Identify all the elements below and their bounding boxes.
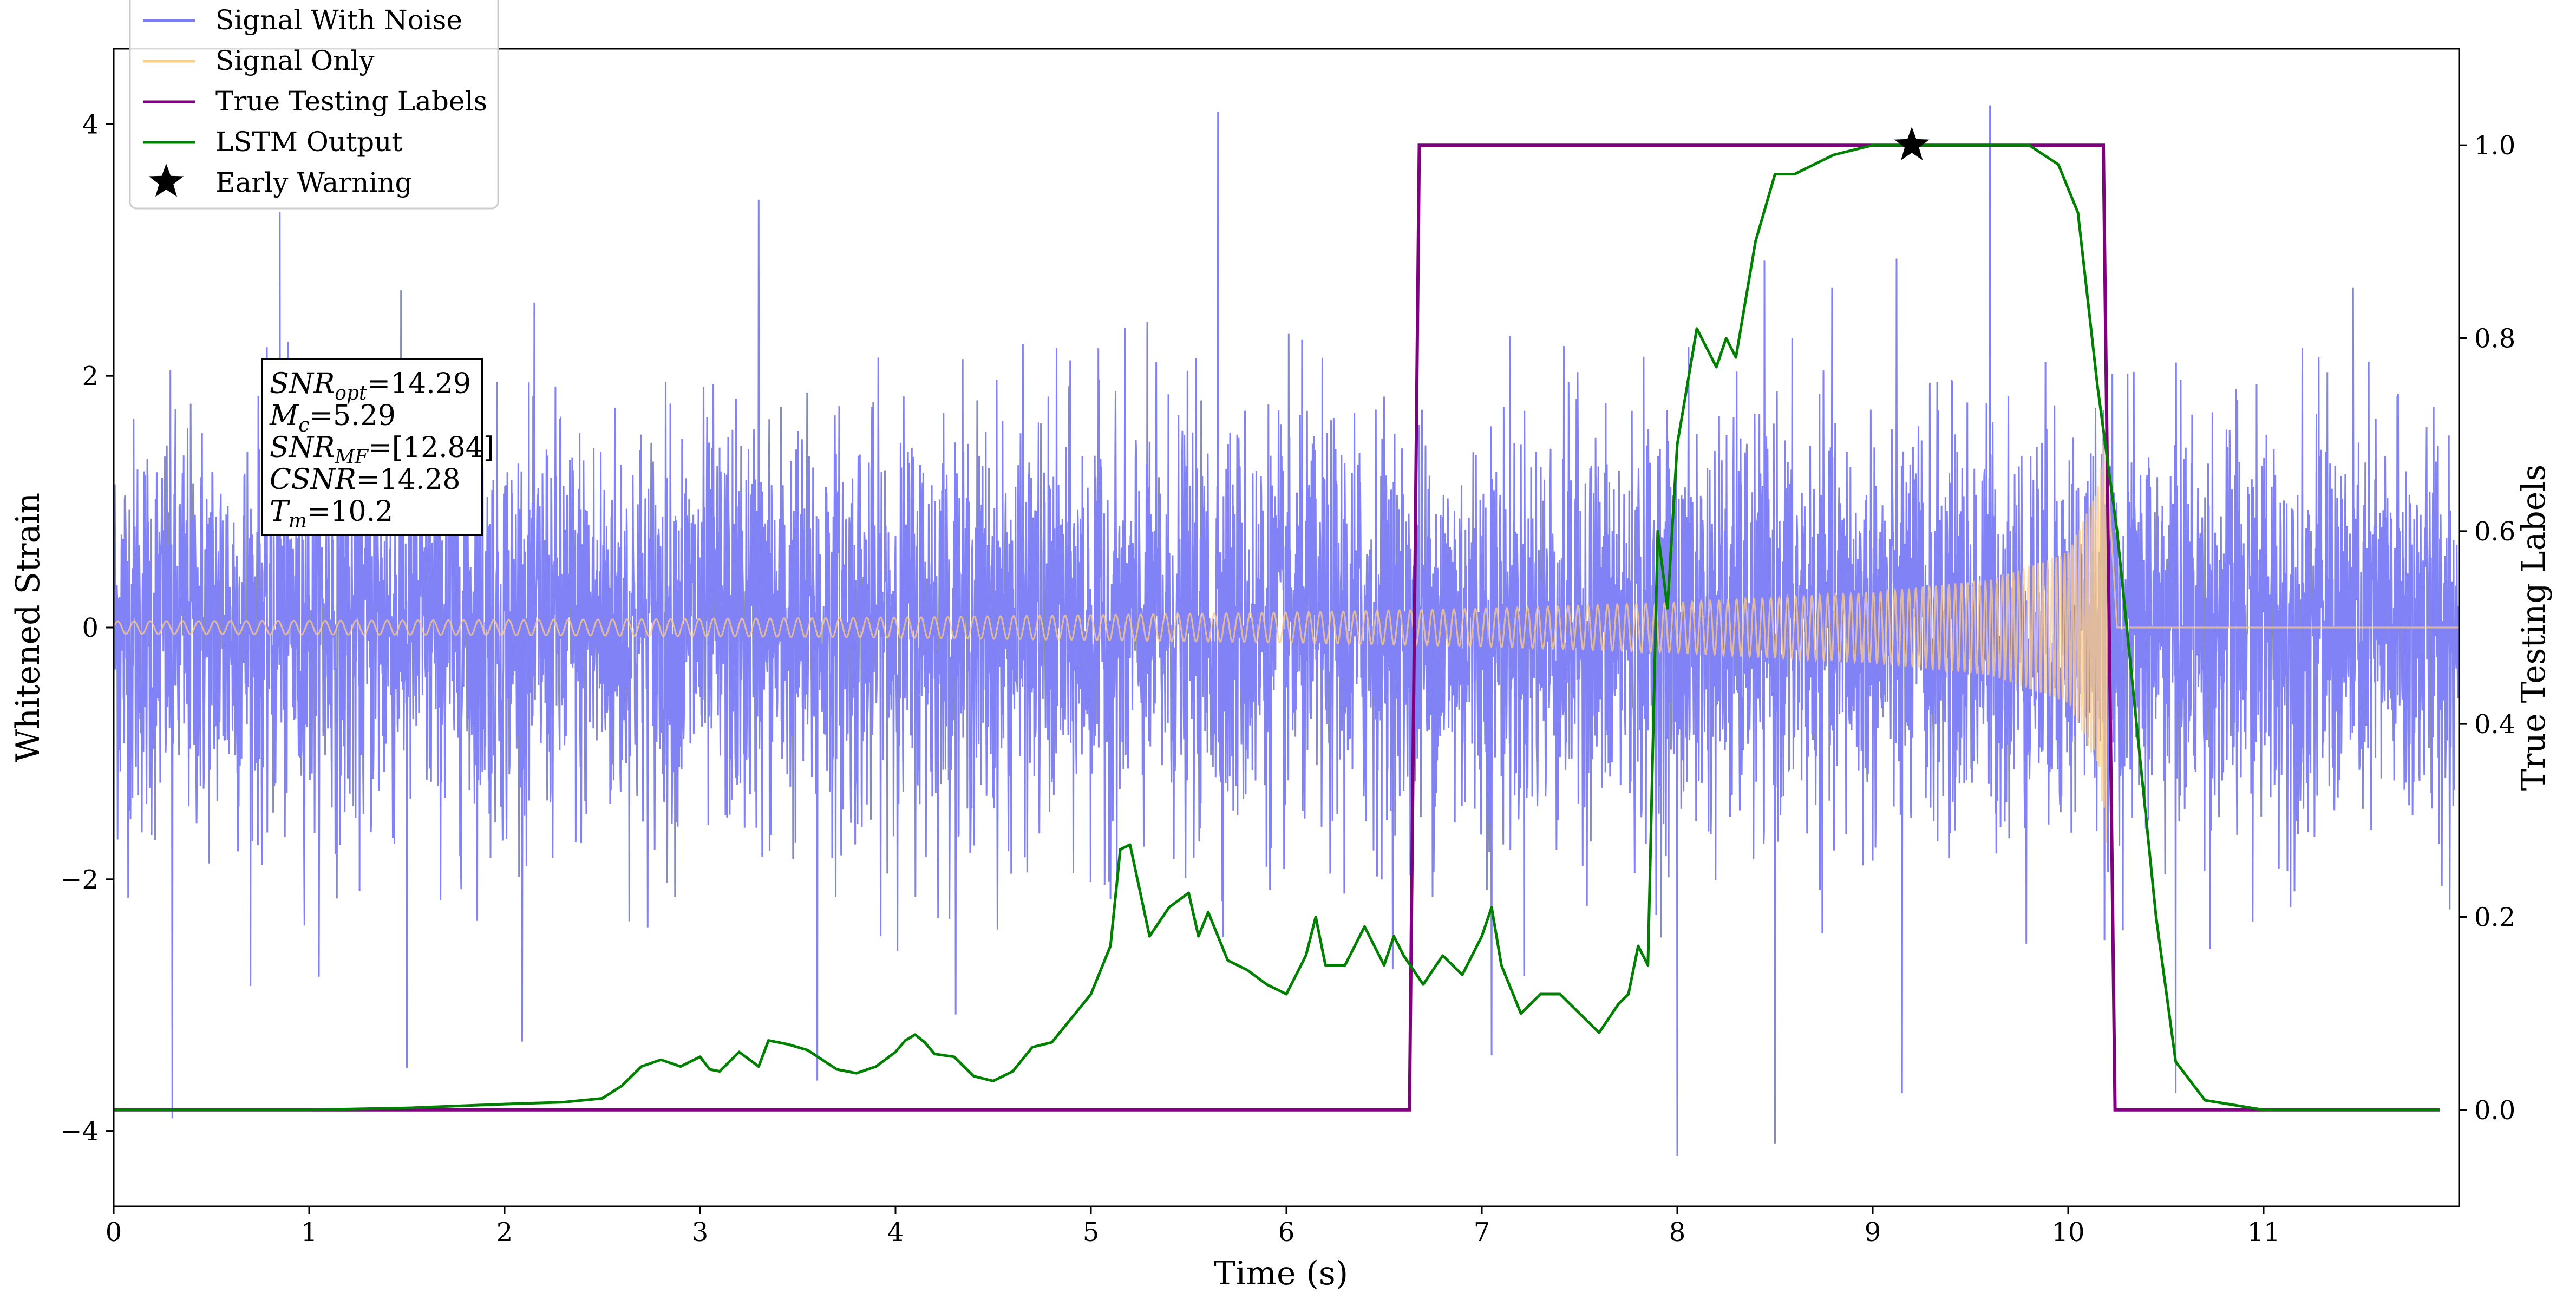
info-line-base: T bbox=[270, 495, 290, 528]
info-line-value: =[12.84] bbox=[368, 432, 494, 464]
legend-entry-label: LSTM Output bbox=[215, 126, 402, 158]
y-left-tick-label: 2 bbox=[82, 361, 99, 391]
info-line-base: M bbox=[269, 400, 299, 432]
x-tick-label: 8 bbox=[1669, 1217, 1686, 1248]
x-tick-label: 10 bbox=[2051, 1217, 2084, 1248]
series-layer bbox=[114, 105, 2459, 1157]
y-right-axis-label: True Testing Labels bbox=[2515, 465, 2553, 791]
series-signal-with-noise-line bbox=[114, 105, 2459, 1157]
info-line-base: SNR bbox=[270, 368, 335, 400]
legend-star-icon bbox=[148, 164, 184, 197]
x-tick-label: 1 bbox=[301, 1217, 318, 1248]
info-line-base: CSNR bbox=[270, 463, 356, 496]
y-left-tick-label: 0 bbox=[82, 613, 99, 643]
info-box: SNRopt=14.29 Mc=5.29 SNRMF=[12.84] CSNR=14.… bbox=[261, 358, 494, 536]
x-axis-ticks: 0 1 2 3 4 5 6 7 8 9 10 11 bbox=[106, 1206, 2280, 1248]
legend-entry-label: True Testing Labels bbox=[215, 86, 487, 117]
y-right-tick-label: 1.0 bbox=[2474, 130, 2515, 161]
legend: Signal With Noise Signal Only True Testing… bbox=[129, 0, 499, 210]
info-line-subscript: m bbox=[289, 510, 307, 532]
x-tick-label: 0 bbox=[106, 1217, 122, 1248]
y-right-axis-ticks: 0.0 0.2 0.4 0.6 0.8 1.0 bbox=[2459, 130, 2515, 1126]
y-left-tick-label: −2 bbox=[60, 865, 99, 895]
x-tick-label: 4 bbox=[887, 1217, 904, 1248]
x-tick-label: 5 bbox=[1083, 1217, 1100, 1248]
info-line-value: =14.28 bbox=[356, 463, 460, 496]
y-right-tick-label: 0.2 bbox=[2474, 903, 2515, 933]
x-tick-label: 9 bbox=[1865, 1217, 1881, 1248]
info-line-value: =14.29 bbox=[367, 368, 470, 400]
x-tick-label: 6 bbox=[1278, 1217, 1295, 1248]
y-right-tick-label: 0.8 bbox=[2474, 324, 2515, 354]
info-line-base: SNR bbox=[270, 432, 335, 464]
legend-entry-label: Early Warning bbox=[215, 167, 413, 198]
info-box-frame bbox=[261, 358, 483, 536]
legend-entry-label: Signal Only bbox=[215, 45, 375, 76]
legend-entry-label: Signal With Noise bbox=[215, 4, 462, 36]
series-true-testing-labels-line bbox=[114, 143, 2440, 1112]
x-tick-label: 11 bbox=[2247, 1217, 2280, 1248]
x-tick-label: 2 bbox=[496, 1217, 513, 1248]
legend-frame bbox=[129, 0, 499, 210]
y-right-tick-label: 0.6 bbox=[2474, 517, 2515, 547]
y-left-axis-label: Whitened Strain bbox=[9, 493, 47, 762]
y-left-tick-label: 4 bbox=[82, 109, 99, 140]
info-line-subscript: opt bbox=[335, 382, 367, 404]
x-tick-label: 7 bbox=[1474, 1217, 1490, 1248]
info-line-subscript: c bbox=[298, 414, 309, 436]
y-left-tick-label: −4 bbox=[60, 1116, 99, 1147]
info-box-text: SNRopt=14.29 Mc=5.29 SNRMF=[12.84] CSNR=14.… bbox=[269, 368, 494, 532]
series-signal-only-line bbox=[114, 433, 2459, 843]
y-right-tick-label: 0.0 bbox=[2474, 1095, 2515, 1126]
y-left-axis-ticks: −4 −2 0 2 4 bbox=[60, 109, 114, 1147]
x-tick-label: 3 bbox=[692, 1217, 709, 1248]
info-line-value: =5.29 bbox=[309, 400, 395, 432]
x-axis-label: Time (s) bbox=[1214, 1255, 1348, 1292]
info-line-subscript: MF bbox=[334, 446, 369, 468]
legend-items: Signal With Noise Signal Only True Testing… bbox=[143, 4, 487, 198]
early-warning-star-marker bbox=[1894, 127, 1930, 160]
info-line-value: =10.2 bbox=[307, 495, 393, 528]
y-right-tick-label: 0.4 bbox=[2474, 709, 2515, 740]
series-lstm-output-line bbox=[114, 143, 2440, 1112]
